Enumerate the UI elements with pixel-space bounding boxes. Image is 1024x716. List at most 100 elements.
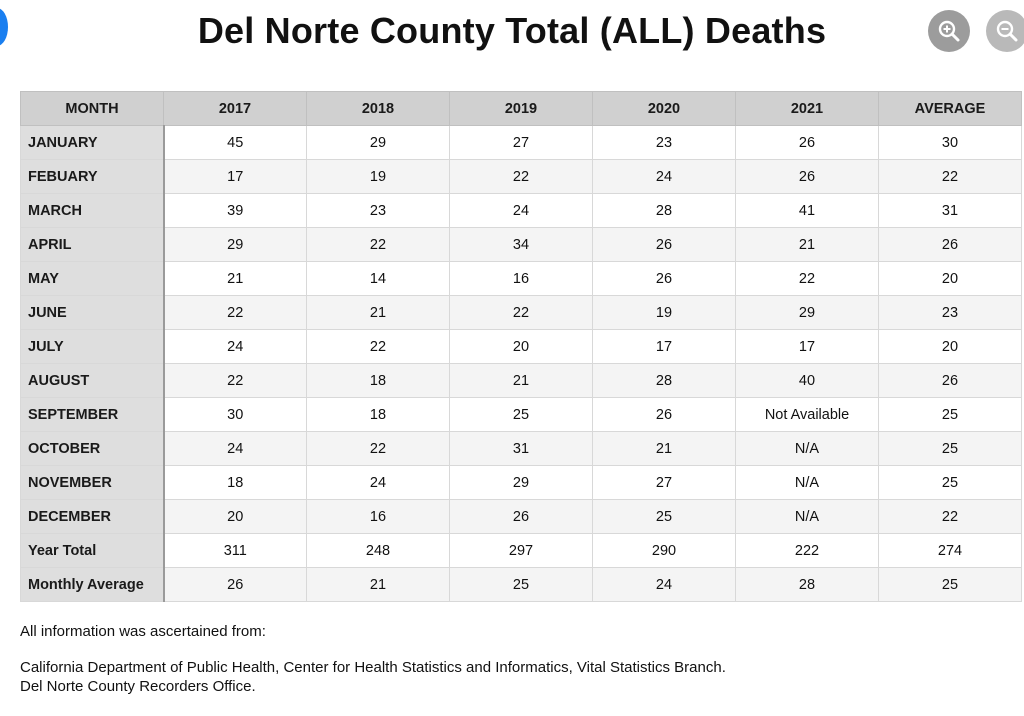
table-cell: 22: [306, 329, 450, 364]
table-cell: 28: [735, 567, 879, 602]
table-cell: 21: [592, 431, 736, 466]
column-header: 2019: [449, 91, 593, 126]
table-row: FEBUARY 17 19 22 24 26 22: [20, 159, 1022, 194]
table-cell: 26: [592, 261, 736, 296]
table-cell: 24: [306, 465, 450, 500]
column-header: 2017: [163, 91, 307, 126]
table-cell: 26: [878, 227, 1022, 262]
table-row: JULY 24 22 20 17 17 20: [20, 329, 1022, 364]
table-cell: 29: [735, 295, 879, 330]
table-cell: 22: [163, 363, 307, 398]
table-cell: 22: [163, 295, 307, 330]
table-cell: 30: [163, 397, 307, 432]
row-label: MARCH: [20, 193, 165, 228]
table-cell: Not Available: [735, 397, 879, 432]
column-header: MONTH: [20, 91, 164, 126]
column-header: AVERAGE: [878, 91, 1022, 126]
table-cell: 25: [878, 431, 1022, 466]
table-cell: 22: [449, 295, 593, 330]
table-cell: 28: [592, 363, 736, 398]
table-cell: 14: [306, 261, 450, 296]
column-header: 2018: [306, 91, 450, 126]
table-cell: 22: [878, 499, 1022, 534]
row-label: NOVEMBER: [20, 465, 165, 500]
table-cell: 20: [878, 329, 1022, 364]
table-cell: 21: [306, 295, 450, 330]
table-cell: 23: [306, 193, 450, 228]
table-cell: 28: [592, 193, 736, 228]
table-cell: 26: [878, 363, 1022, 398]
table-cell: 41: [735, 193, 879, 228]
table-cell: 16: [306, 499, 450, 534]
row-label: JUNE: [20, 295, 165, 330]
table-cell: 23: [592, 125, 736, 160]
table-cell: N/A: [735, 499, 879, 534]
table-cell: 29: [163, 227, 307, 262]
table-cell: 18: [163, 465, 307, 500]
table-cell: 24: [163, 431, 307, 466]
source-intro: All information was ascertained from:: [20, 623, 266, 640]
table-row: AUGUST 22 18 21 28 40 26: [20, 363, 1022, 398]
table-cell: N/A: [735, 465, 879, 500]
column-header: 2021: [735, 91, 879, 126]
table-cell: 25: [449, 397, 593, 432]
table-cell: 248: [306, 533, 450, 568]
zoom-out-button[interactable]: [986, 10, 1024, 52]
table-row: APRIL 29 22 34 26 21 26: [20, 227, 1022, 262]
table-cell: 27: [592, 465, 736, 500]
table-cell: 45: [163, 125, 307, 160]
row-label: APRIL: [20, 227, 165, 262]
table-row: Monthly Average 26 21 25 24 28 25: [20, 567, 1022, 602]
table-cell: 17: [163, 159, 307, 194]
table-cell: 222: [735, 533, 879, 568]
row-label: JULY: [20, 329, 165, 364]
table-cell: 26: [163, 567, 307, 602]
table-cell: 21: [306, 567, 450, 602]
source-line: California Department of Public Health, …: [20, 659, 726, 676]
table-cell: 18: [306, 363, 450, 398]
table-cell: 22: [449, 159, 593, 194]
table-cell: 311: [163, 533, 307, 568]
row-label: FEBUARY: [20, 159, 165, 194]
table-cell: 19: [306, 159, 450, 194]
table-cell: 21: [163, 261, 307, 296]
table-cell: 22: [735, 261, 879, 296]
table-cell: 26: [592, 227, 736, 262]
table-cell: 25: [449, 567, 593, 602]
source-line: Del Norte County Recorders Office.: [20, 678, 256, 695]
table-row: OCTOBER 24 22 31 21 N/A 25: [20, 431, 1022, 466]
blue-indicator: [0, 8, 8, 46]
table-cell: 27: [449, 125, 593, 160]
table-cell: 40: [735, 363, 879, 398]
table-cell: N/A: [735, 431, 879, 466]
table-cell: 25: [878, 397, 1022, 432]
row-label: MAY: [20, 261, 165, 296]
table-cell: 16: [449, 261, 593, 296]
table-cell: 24: [592, 159, 736, 194]
table-row: MARCH 39 23 24 28 41 31: [20, 193, 1022, 228]
table-cell: 22: [878, 159, 1022, 194]
table-row: NOVEMBER 18 24 29 27 N/A 25: [20, 465, 1022, 500]
table-cell: 26: [735, 159, 879, 194]
table-row: MAY 21 14 16 26 22 20: [20, 261, 1022, 296]
table-cell: 24: [592, 567, 736, 602]
table-cell: 30: [878, 125, 1022, 160]
table-cell: 23: [878, 295, 1022, 330]
table-cell: 29: [306, 125, 450, 160]
row-label: JANUARY: [20, 125, 165, 160]
row-label: OCTOBER: [20, 431, 165, 466]
table-cell: 34: [449, 227, 593, 262]
table-row: JANUARY 45 29 27 23 26 30: [20, 125, 1022, 160]
table-body: JANUARY 45 29 27 23 26 30 FEBUARY 17 19 22 24 26 22 MA…: [20, 125, 1022, 602]
table-header-row: MONTH 2017 2018 2019 2020 2021 AVERAGE: [20, 91, 1022, 126]
table-cell: 274: [878, 533, 1022, 568]
table-cell: 20: [878, 261, 1022, 296]
table-cell: 25: [878, 567, 1022, 602]
table-cell: 18: [306, 397, 450, 432]
table-cell: 26: [592, 397, 736, 432]
table-row: JUNE 22 21 22 19 29 23: [20, 295, 1022, 330]
zoom-in-button[interactable]: [928, 10, 970, 52]
table-cell: 22: [306, 431, 450, 466]
row-label: DECEMBER: [20, 499, 165, 534]
table-cell: 29: [449, 465, 593, 500]
